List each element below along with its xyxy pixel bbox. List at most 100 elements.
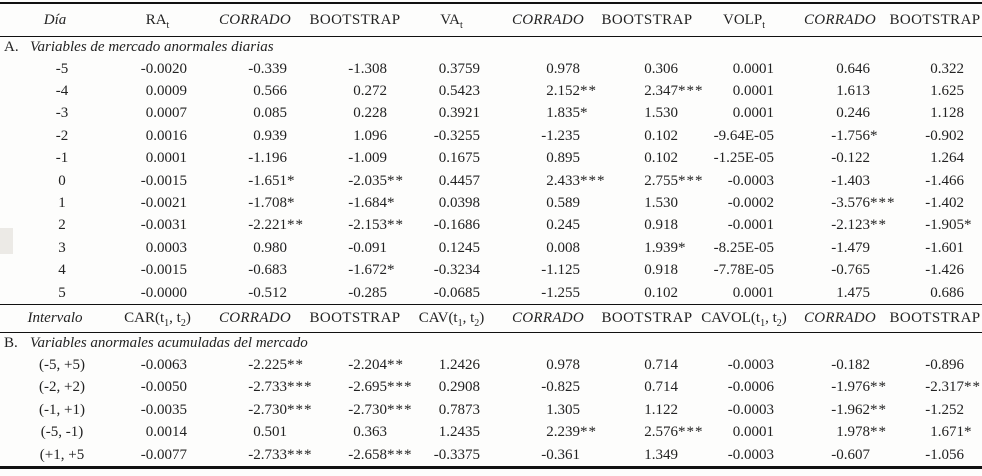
value-cell: 0.501 bbox=[253, 424, 287, 441]
value-cell: 0.1675 bbox=[438, 150, 480, 167]
value-cell: -0.0003 bbox=[727, 401, 774, 418]
value-cell: 0.0003 bbox=[145, 239, 187, 256]
value-cell: 0.0007 bbox=[145, 105, 187, 122]
value-cell: -0.0685 bbox=[433, 284, 480, 301]
table-row: (-2, +2) -0.0050 -2.733*** -2.695*** 0.2908 -… bbox=[0, 377, 982, 399]
value-cell: 1.978** bbox=[836, 424, 887, 441]
value-cell: -1.403 bbox=[831, 172, 870, 189]
column-header: Día bbox=[0, 3, 110, 37]
table-row: -4 0.0009 0.566 0.272 0.5423 2.152** 2.347*** 0… bbox=[0, 80, 982, 102]
value-cell: -0.607 bbox=[831, 446, 870, 463]
value-cell: -0.0015 bbox=[140, 172, 187, 189]
value-cell: 0.085 bbox=[253, 105, 287, 122]
value-cell: 1.939* bbox=[644, 239, 687, 256]
value-cell: -0.825 bbox=[541, 379, 580, 396]
row-key-cell: -5 bbox=[55, 60, 69, 77]
value-cell: 0.0398 bbox=[438, 195, 480, 212]
column-header: BOOTSTRAP bbox=[598, 304, 696, 334]
value-cell: 1.2426 bbox=[438, 356, 480, 373]
row-key-cell: 0 bbox=[58, 172, 66, 189]
value-cell: -0.3234 bbox=[433, 262, 480, 279]
value-cell: -7.78E-05 bbox=[713, 262, 774, 279]
value-cell: -2.695*** bbox=[348, 379, 413, 396]
row-key-cell: 2 bbox=[58, 217, 66, 234]
column-header: CORRADO bbox=[205, 3, 305, 37]
row-key-cell: 3 bbox=[58, 239, 66, 256]
column-header: RAt bbox=[110, 3, 205, 37]
row-key-cell: -2 bbox=[55, 127, 69, 144]
value-cell: -1.651* bbox=[248, 172, 296, 189]
value-cell: 1.835* bbox=[546, 105, 589, 122]
value-cell: -2.730*** bbox=[348, 401, 413, 418]
value-cell: 0.978 bbox=[546, 60, 580, 77]
value-cell: -1.252 bbox=[925, 401, 964, 418]
value-cell: 1.305 bbox=[546, 401, 580, 418]
row-key-cell: (-5, +5) bbox=[39, 356, 85, 373]
value-cell: -0.3255 bbox=[433, 127, 480, 144]
header-row-cumulative: Intervalo CAR(t1, t2) CORRADO BOOTSTRAP CAV(… bbox=[0, 304, 982, 334]
value-cell: -1.601 bbox=[925, 239, 964, 256]
column-header: CORRADO bbox=[498, 304, 598, 334]
value-cell: 0.0016 bbox=[145, 127, 187, 144]
section-a-body: A. Variables de mercado anormales diarias… bbox=[0, 37, 982, 305]
value-cell: 0.895 bbox=[546, 150, 580, 167]
value-cell: -1.466 bbox=[925, 172, 964, 189]
scan-smudge bbox=[0, 228, 13, 254]
value-cell: 0.2908 bbox=[438, 379, 480, 396]
value-cell: 2.347*** bbox=[644, 83, 704, 100]
value-cell: -0.0003 bbox=[727, 446, 774, 463]
value-cell: 0.566 bbox=[253, 83, 287, 100]
table-row: -1 0.0001 -1.196 -1.009 0.1675 0.895 0.102 -1.2… bbox=[0, 148, 982, 170]
value-cell: -0.361 bbox=[541, 446, 580, 463]
row-key-cell: 1 bbox=[58, 195, 66, 212]
value-cell: -1.25E-05 bbox=[713, 150, 774, 167]
value-cell: 0.0001 bbox=[732, 424, 774, 441]
value-cell: -2.204** bbox=[348, 356, 404, 373]
column-header: BOOTSTRAP bbox=[888, 3, 982, 37]
value-cell: 1.128 bbox=[930, 105, 964, 122]
value-cell: 0.306 bbox=[644, 60, 678, 77]
value-cell: 0.102 bbox=[644, 150, 678, 167]
section-a-title-row: A. Variables de mercado anormales diarias bbox=[0, 37, 982, 59]
table-row: -3 0.0007 0.085 0.228 0.3921 1.835* 1.530 0.000… bbox=[0, 103, 982, 125]
value-cell: -0.285 bbox=[348, 284, 387, 301]
value-cell: -0.0063 bbox=[140, 356, 187, 373]
value-cell: -9.64E-05 bbox=[713, 127, 774, 144]
table-row: 5 -0.0000 -0.512 -0.285 -0.0685 -1.255 0.102 0.… bbox=[0, 282, 982, 305]
section-b-title-row: B. Variables anormales acumuladas del mer… bbox=[0, 333, 982, 355]
value-cell: -1.235 bbox=[541, 127, 580, 144]
column-header: CORRADO bbox=[205, 304, 305, 334]
value-cell: -0.0020 bbox=[140, 60, 187, 77]
value-cell: -0.339 bbox=[248, 60, 287, 77]
column-header: CAR(t1, t2) bbox=[110, 304, 205, 334]
column-header: VAt bbox=[405, 3, 498, 37]
value-cell: -1.708* bbox=[248, 195, 296, 212]
value-cell: -1.056 bbox=[925, 446, 964, 463]
value-cell: -0.896 bbox=[925, 356, 964, 373]
value-cell: -2.658*** bbox=[348, 446, 413, 463]
row-key-cell: -1 bbox=[55, 150, 69, 167]
value-cell: 0.0014 bbox=[145, 424, 187, 441]
table-row: 1 -0.0021 -1.708* -1.684* 0.0398 0.589 1.530 -0… bbox=[0, 192, 982, 214]
table-row: 0 -0.0015 -1.651* -2.035** 0.4457 2.433*** 2.7… bbox=[0, 170, 982, 192]
column-header: BOOTSTRAP bbox=[598, 3, 696, 37]
section-b-title: Variables anormales acumuladas del merca… bbox=[30, 335, 308, 352]
table-row: (-5, -1) 0.0014 0.501 0.363 1.2435 2.239** 2.5… bbox=[0, 421, 982, 443]
value-cell: -1.905* bbox=[925, 217, 973, 234]
value-cell: 2.576*** bbox=[644, 424, 704, 441]
table-row: 3 0.0003 0.980 -0.091 0.1245 0.008 1.939* -8.25… bbox=[0, 237, 982, 259]
value-cell: -2.153** bbox=[348, 217, 404, 234]
column-header: CORRADO bbox=[792, 304, 888, 334]
value-cell: 0.0001 bbox=[145, 150, 187, 167]
column-header: Intervalo bbox=[0, 304, 110, 334]
value-cell: -0.765 bbox=[831, 262, 870, 279]
row-key-cell: -3 bbox=[55, 105, 69, 122]
value-cell: 0.1245 bbox=[438, 239, 480, 256]
column-header: CORRADO bbox=[498, 3, 598, 37]
value-cell: 1.671* bbox=[930, 424, 973, 441]
value-cell: -0.1686 bbox=[433, 217, 480, 234]
value-cell: 0.3921 bbox=[438, 105, 480, 122]
value-cell: 1.096 bbox=[353, 127, 387, 144]
